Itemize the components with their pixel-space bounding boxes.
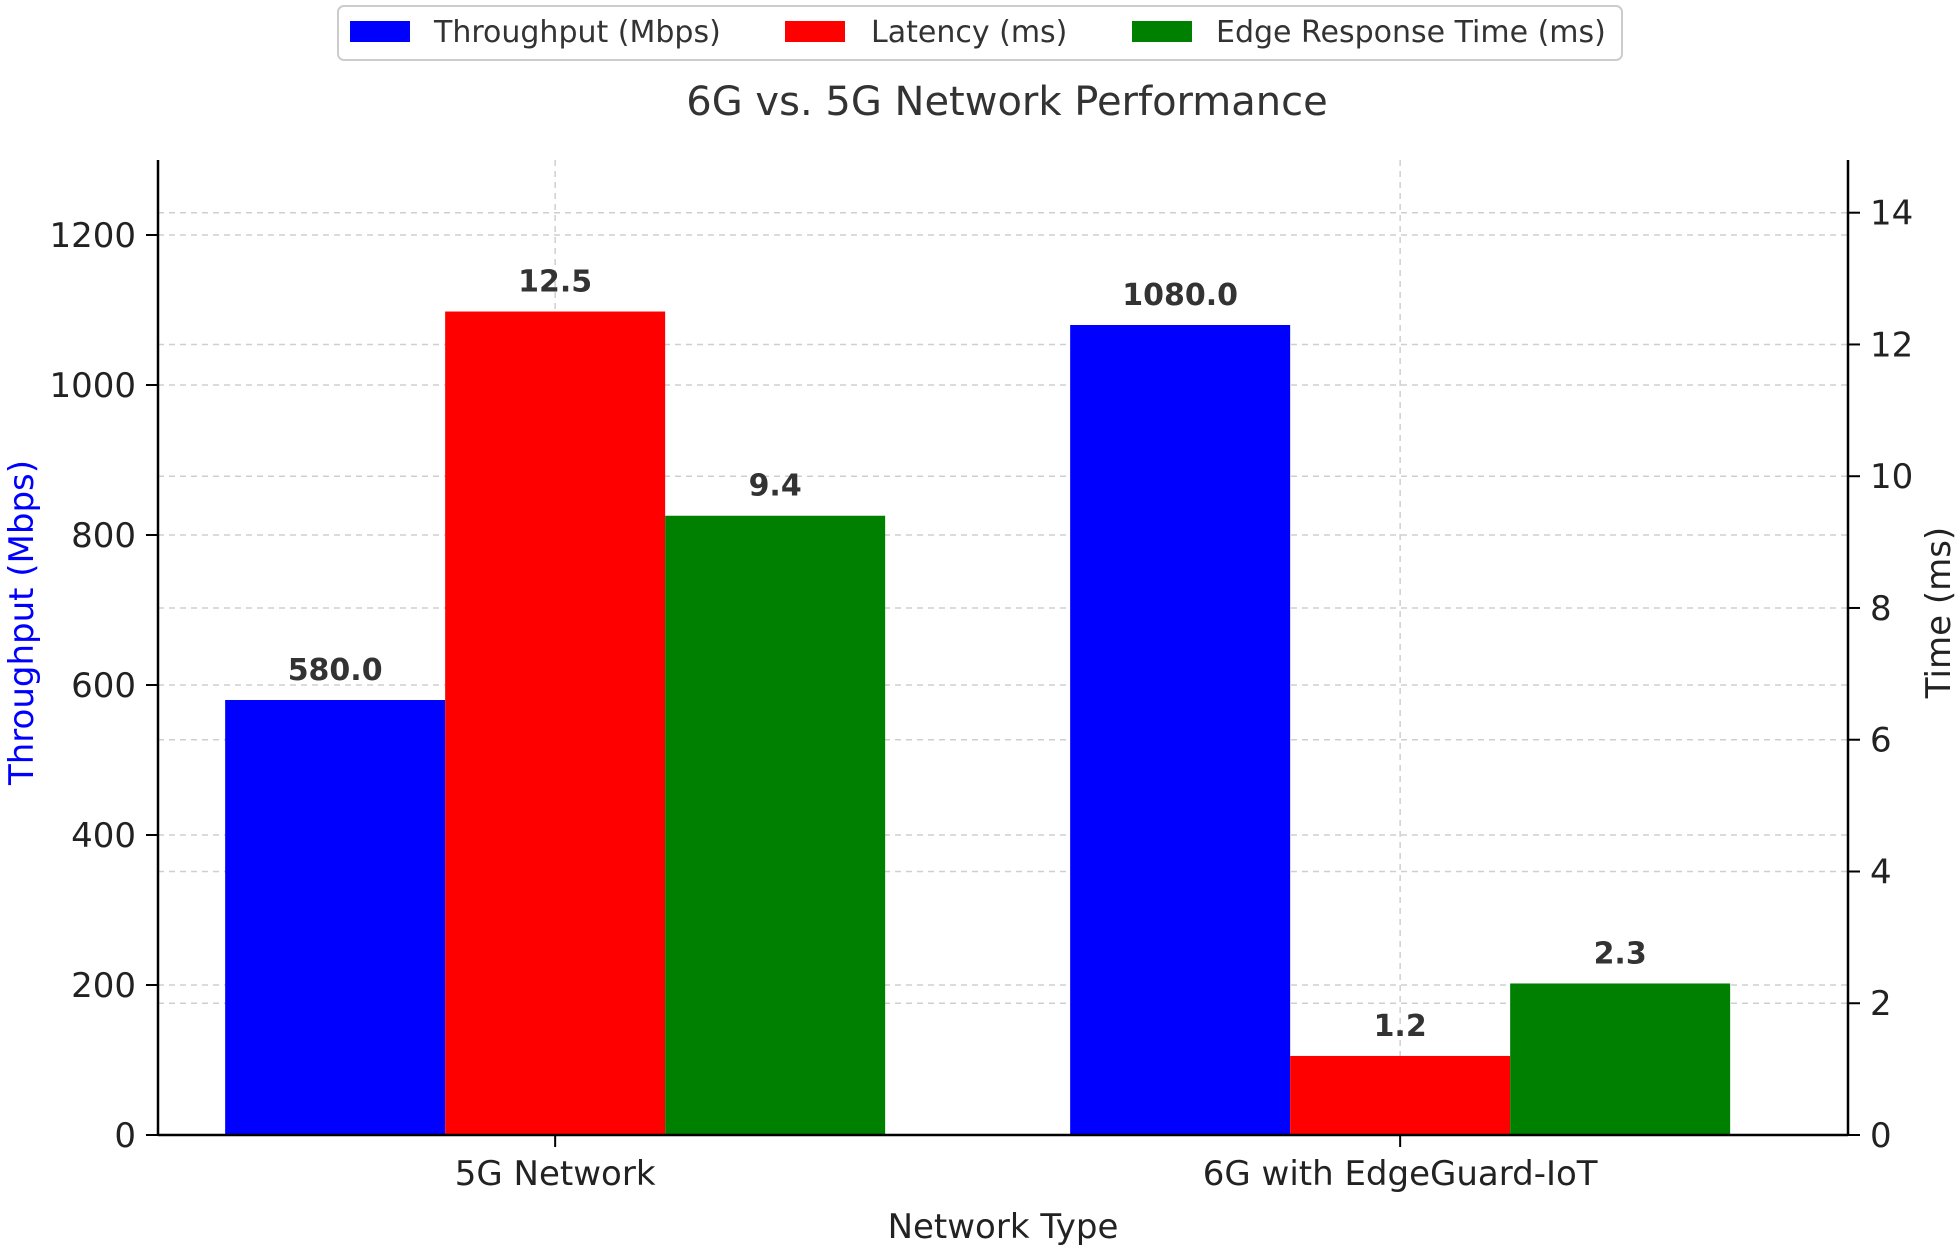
y-right-tick-label-2: 4 [1870,852,1892,892]
data-label-1-1: 1.2 [1374,1009,1427,1044]
y-right-tick-label-1: 2 [1870,984,1892,1024]
data-label-0-1: 1080.0 [1122,278,1238,313]
bar-1-0 [445,311,666,1135]
y-left-tick-label-2: 400 [71,816,136,856]
y-right-tick-label-4: 8 [1870,589,1892,629]
bar-2-1 [1510,983,1731,1135]
data-label-2-1: 2.3 [1594,936,1647,971]
y-right-tick-label-7: 14 [1870,194,1913,234]
y-left-tick-label-5: 1000 [49,366,136,406]
legend-swatch-1 [785,21,845,42]
bar-1-1 [1290,1055,1511,1135]
data-label-2-0: 9.4 [749,469,802,504]
chart-title: 6G vs. 5G Network Performance [686,79,1327,125]
y-left-tick-label-0: 0 [114,1116,136,1156]
bar-0-0 [225,700,446,1135]
y-right-tick-label-0: 0 [1870,1116,1892,1156]
y-right-tick-label-5: 10 [1870,457,1913,497]
legend-swatch-0 [350,21,410,42]
y-left-tick-label-3: 600 [71,666,136,706]
legend: Throughput (Mbps) Latency (ms) Edge Respon… [337,5,1623,61]
y-left-tick-label-4: 800 [71,516,136,556]
legend-label-2: Edge Response Time (ms) [1216,15,1606,50]
legend-label-1: Latency (ms) [871,15,1067,50]
y-right-tick-label-3: 6 [1870,721,1892,761]
y-left-tick-label-1: 200 [71,966,136,1006]
legend-label-0: Throughput (Mbps) [433,15,721,50]
bar-2-0 [665,515,886,1135]
bar-0-1 [1070,325,1291,1135]
y-left-tick-label-6: 1200 [49,216,136,256]
y-axis-right-title: Time (ms) [1919,527,1959,699]
data-label-0-0: 580.0 [288,653,383,688]
y-axis-left-title: Throughput (Mbps) [2,460,42,786]
x-tick-label-1: 6G with EdgeGuard-IoT [1203,1154,1598,1194]
x-tick-label-0: 5G Network [455,1154,656,1194]
legend-box [337,5,1623,61]
x-axis-title: Network Type [888,1207,1119,1247]
data-label-1-0: 12.5 [518,265,592,300]
legend-swatch-2 [1132,21,1192,42]
y-right-tick-label-6: 12 [1870,325,1913,365]
